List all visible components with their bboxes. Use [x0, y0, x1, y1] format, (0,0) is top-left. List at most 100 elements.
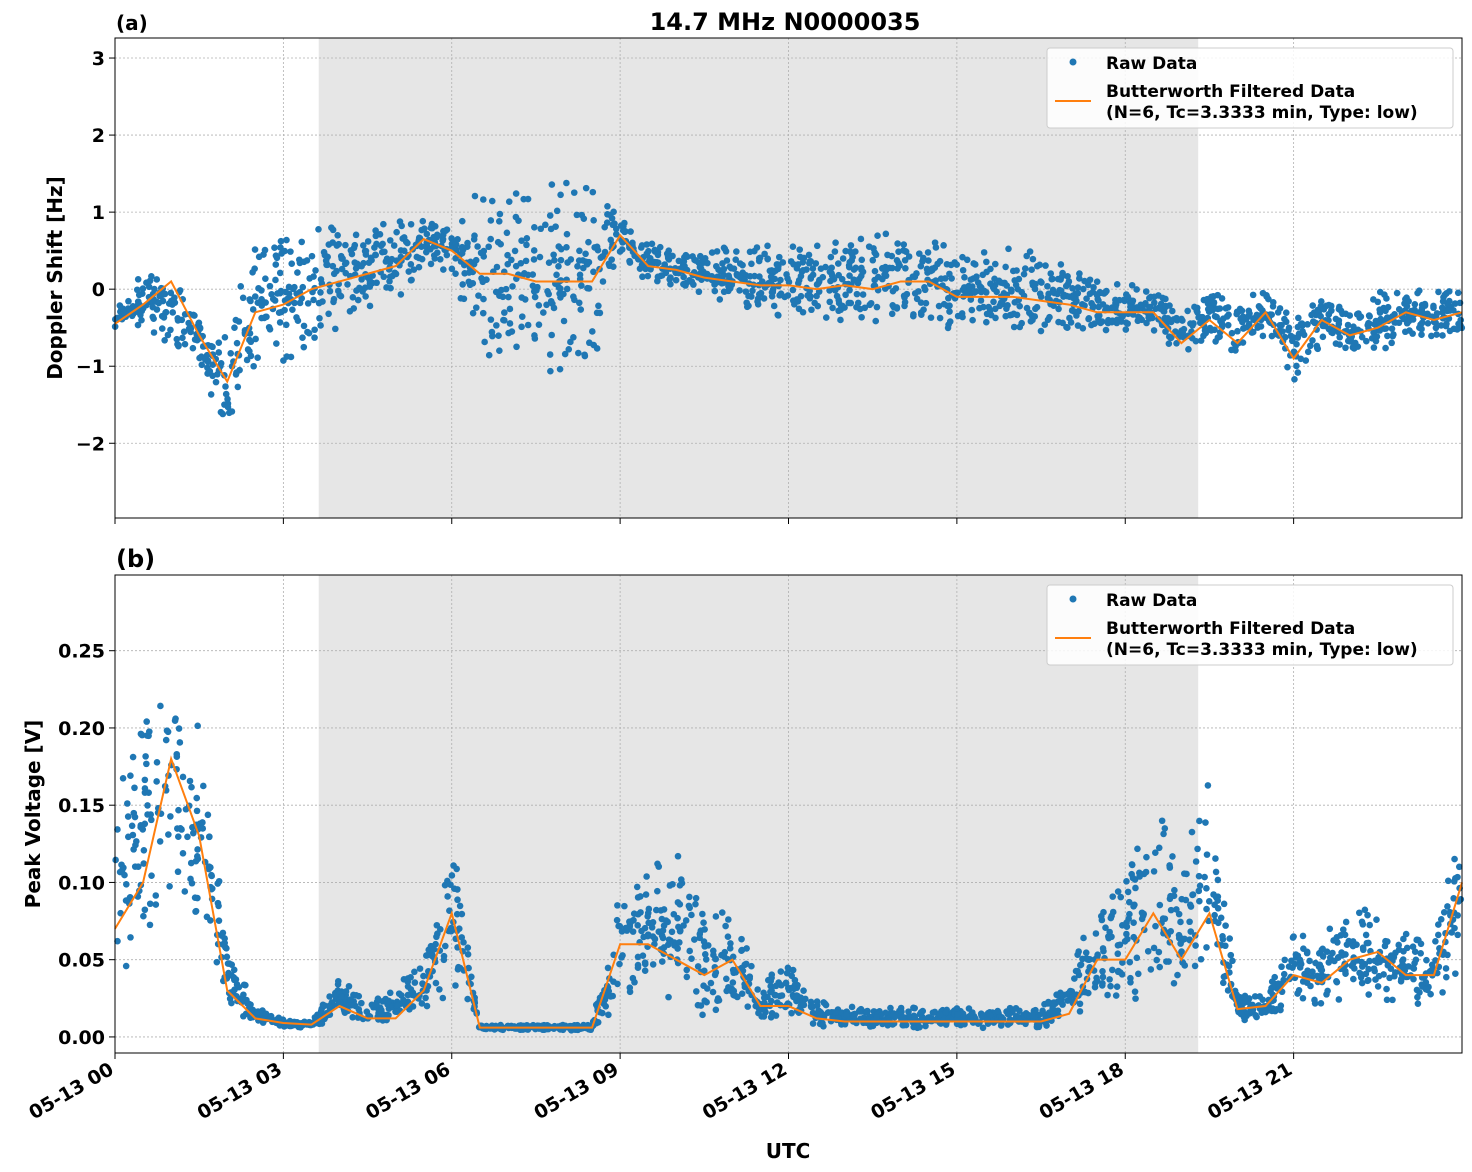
raw-point: [199, 825, 207, 832]
raw-point: [1076, 270, 1083, 277]
raw-point: [1026, 309, 1033, 317]
raw-point: [124, 813, 132, 820]
raw-point: [415, 234, 423, 242]
raw-point: [584, 284, 591, 292]
raw-point: [1124, 320, 1131, 327]
raw-point: [1452, 970, 1459, 977]
raw-point: [910, 311, 917, 318]
raw-point: [1160, 830, 1167, 838]
raw-point: [929, 1009, 937, 1016]
raw-point: [1400, 935, 1407, 943]
raw-point: [1428, 332, 1435, 340]
raw-point: [819, 1019, 826, 1027]
raw-point: [1342, 970, 1349, 978]
raw-point: [676, 939, 683, 946]
raw-point: [1445, 288, 1453, 295]
raw-point: [546, 351, 554, 358]
raw-point: [890, 303, 898, 311]
raw-point: [119, 775, 127, 782]
raw-point: [767, 982, 774, 990]
raw-point: [404, 975, 412, 982]
raw-point: [1179, 329, 1187, 336]
raw-point: [233, 369, 240, 376]
raw-point: [779, 259, 787, 266]
raw-point: [339, 255, 346, 262]
raw-point: [1129, 874, 1137, 882]
raw-point: [1079, 285, 1087, 293]
raw-point: [381, 248, 388, 256]
raw-point: [1304, 348, 1312, 356]
raw-point: [1337, 932, 1345, 939]
raw-point: [127, 934, 134, 941]
raw-point: [1279, 328, 1286, 335]
raw-point: [246, 336, 253, 344]
raw-point: [748, 293, 755, 300]
raw-point: [942, 1009, 949, 1016]
raw-point: [1366, 921, 1374, 929]
raw-point: [505, 293, 512, 301]
raw-point: [139, 826, 147, 833]
raw-point: [372, 251, 379, 259]
y-tick-label: 0.00: [58, 1027, 105, 1049]
raw-point: [1132, 884, 1139, 892]
raw-point: [1413, 936, 1421, 944]
raw-point: [563, 243, 570, 251]
raw-point: [258, 314, 265, 322]
raw-point: [1010, 323, 1018, 331]
raw-point: [411, 968, 418, 976]
raw-point: [162, 736, 170, 744]
raw-point: [1162, 295, 1169, 303]
raw-point: [571, 296, 578, 304]
raw-point: [175, 806, 182, 814]
raw-point: [231, 986, 238, 993]
raw-point: [858, 313, 865, 321]
raw-point: [1086, 276, 1094, 284]
raw-point: [1044, 294, 1052, 302]
raw-point: [233, 339, 241, 347]
raw-point: [557, 191, 564, 199]
raw-point: [680, 922, 687, 929]
raw-point: [240, 991, 247, 999]
raw-point: [1444, 877, 1452, 885]
raw-point: [1092, 930, 1100, 937]
raw-point: [162, 308, 170, 316]
raw-point: [166, 883, 173, 890]
raw-point: [206, 833, 213, 840]
raw-point: [1171, 886, 1178, 894]
raw-point: [1365, 939, 1372, 947]
raw-point: [1041, 321, 1049, 328]
raw-point: [959, 266, 967, 274]
raw-point: [1403, 302, 1411, 310]
raw-point: [1267, 988, 1274, 995]
raw-point: [1064, 273, 1071, 280]
raw-point: [692, 988, 700, 995]
raw-point: [487, 235, 494, 243]
raw-point: [1187, 928, 1195, 935]
raw-point: [1414, 1000, 1422, 1007]
raw-point: [739, 261, 746, 269]
raw-point: [1208, 293, 1215, 301]
raw-point: [222, 943, 229, 951]
raw-point: [432, 940, 439, 948]
y-tick-label: 0: [92, 279, 105, 301]
raw-point: [1099, 973, 1107, 981]
raw-point: [1306, 342, 1314, 350]
raw-point: [1235, 307, 1243, 315]
raw-point: [1114, 950, 1122, 958]
raw-point: [945, 294, 952, 302]
raw-point: [977, 297, 985, 304]
raw-point: [272, 252, 280, 259]
raw-point: [124, 800, 131, 807]
raw-point: [674, 914, 681, 922]
raw-point: [1018, 288, 1026, 296]
raw-point: [689, 253, 696, 260]
raw-point: [458, 217, 466, 225]
raw-point: [686, 904, 694, 912]
raw-point: [852, 277, 859, 284]
raw-point: [1350, 323, 1357, 330]
raw-point: [123, 881, 130, 888]
raw-point: [696, 934, 703, 942]
raw-point: [1376, 327, 1384, 334]
raw-point: [1108, 933, 1115, 941]
raw-point: [1382, 325, 1390, 332]
